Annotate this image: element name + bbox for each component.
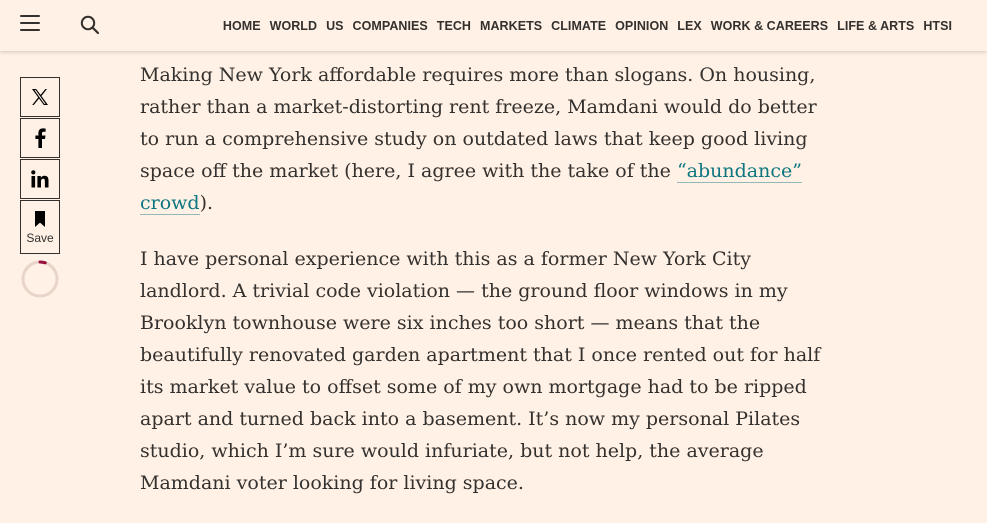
nav-us[interactable]: US [326, 18, 344, 33]
nav-opinion[interactable]: OPINION [615, 18, 669, 33]
linkedin-icon [31, 170, 49, 188]
share-linkedin-button[interactable] [20, 159, 60, 199]
hamburger-menu-icon[interactable] [20, 15, 40, 35]
nav-companies[interactable]: COMPANIES [352, 18, 428, 33]
facebook-icon [35, 128, 46, 148]
article-paragraph: Making New York affordable requires more… [140, 59, 840, 219]
save-label: Save [26, 230, 54, 245]
nav-markets[interactable]: MARKETS [480, 18, 543, 33]
article-body: Making New York affordable requires more… [140, 59, 840, 523]
nav-htsi[interactable]: HTSI [923, 18, 952, 33]
nav-lex[interactable]: LEX [677, 18, 702, 33]
search-icon[interactable] [79, 14, 101, 36]
top-navigation-bar: HOME WORLD US COMPANIES TECH MARKETS CLI… [0, 0, 987, 51]
reading-progress-indicator [20, 259, 60, 299]
share-facebook-button[interactable] [20, 118, 60, 158]
save-article-button[interactable]: Save [20, 200, 60, 254]
x-logo-icon [32, 89, 48, 105]
section-nav: HOME WORLD US COMPANIES TECH MARKETS CLI… [223, 0, 952, 51]
share-toolbar: Save [20, 77, 60, 254]
nav-life-arts[interactable]: LIFE & ARTS [837, 18, 915, 33]
reading-progress-arc [21, 260, 59, 298]
abundance-crowd-link[interactable]: “abundance” crowd [140, 160, 802, 215]
nav-climate[interactable]: CLIMATE [551, 18, 607, 33]
nav-world[interactable]: WORLD [269, 18, 318, 33]
paragraph-text: ). [199, 192, 214, 214]
share-x-button[interactable] [20, 77, 60, 117]
nav-tech[interactable]: TECH [436, 18, 472, 33]
nav-home[interactable]: HOME [222, 18, 261, 33]
nav-work-careers[interactable]: WORK & CAREERS [710, 18, 829, 33]
bookmark-icon [35, 210, 45, 227]
article-paragraph: I have personal experience with this as … [140, 248, 821, 494]
paragraph-text: Making New York affordable requires more… [140, 64, 817, 182]
